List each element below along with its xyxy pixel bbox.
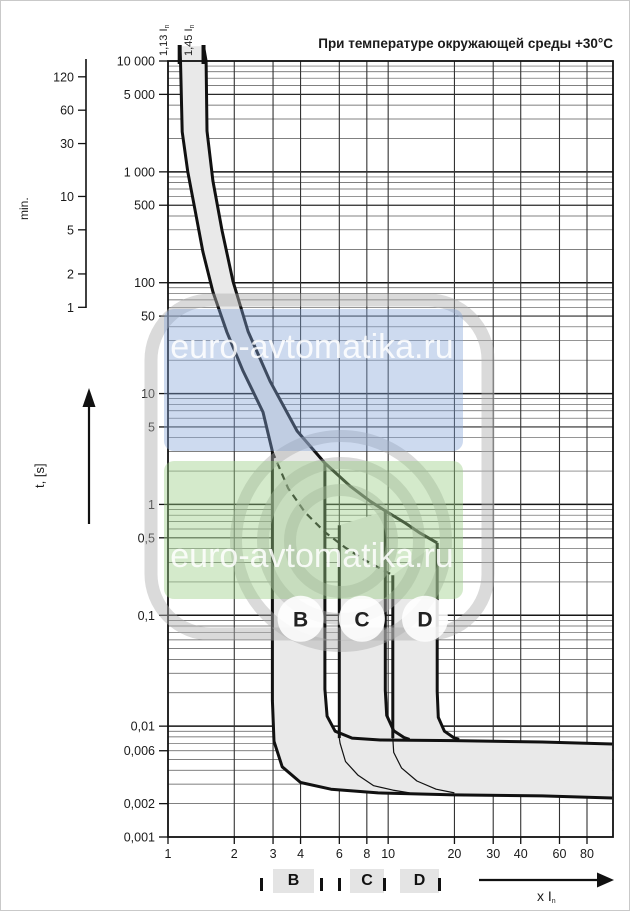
- svg-text:5 000: 5 000: [124, 88, 155, 102]
- svg-text:10: 10: [60, 190, 74, 204]
- threshold-1-45-text: 1,45 I: [183, 28, 195, 56]
- svg-text:1: 1: [67, 301, 74, 315]
- svg-text:30: 30: [60, 137, 74, 151]
- legend-bar: [338, 878, 341, 891]
- legend-item-C: C: [350, 869, 384, 893]
- svg-text:500: 500: [134, 199, 155, 213]
- svg-text:80: 80: [580, 847, 594, 861]
- svg-text:60: 60: [553, 847, 567, 861]
- svg-text:0,002: 0,002: [124, 797, 155, 811]
- threshold-1-45-sub: n: [189, 24, 196, 29]
- svg-text:0,01: 0,01: [131, 720, 155, 734]
- legend-bar: [438, 878, 441, 891]
- curve-label-C: C: [354, 608, 369, 631]
- svg-text:2: 2: [67, 267, 74, 281]
- threshold-1-13-text: 1,13 I: [158, 28, 170, 56]
- svg-text:60: 60: [60, 104, 74, 118]
- watermark: euro-avtomatika.ru euro-avtomatika.ru: [144, 293, 495, 652]
- svg-text:10: 10: [381, 847, 395, 861]
- svg-text:50: 50: [141, 310, 155, 324]
- svg-text:2: 2: [231, 847, 238, 861]
- svg-text:1: 1: [165, 847, 172, 861]
- svg-text:6: 6: [336, 847, 343, 861]
- svg-text:euro-avtomatika.ru: euro-avtomatika.ru: [170, 537, 453, 575]
- right-arrow-icon: [597, 872, 614, 888]
- chart-title: При температуре окружающей среды +30°C: [318, 36, 613, 51]
- svg-text:10 000: 10 000: [117, 55, 155, 69]
- svg-text:1 000: 1 000: [124, 165, 155, 179]
- x-axis-label-sub: n: [551, 898, 556, 905]
- svg-text:0,001: 0,001: [124, 831, 155, 845]
- up-arrow-icon: [82, 388, 96, 407]
- svg-text:30: 30: [486, 847, 500, 861]
- svg-text:10: 10: [141, 387, 155, 401]
- legend-item-B: B: [273, 869, 314, 893]
- threshold-mark: [201, 45, 206, 64]
- svg-text:120: 120: [53, 70, 74, 84]
- threshold-1-13-sub: n: [164, 24, 171, 29]
- svg-text:4: 4: [297, 847, 304, 861]
- legend-bar: [320, 878, 323, 891]
- svg-text:5: 5: [67, 223, 74, 237]
- y-axis-label-text: t, [s]: [32, 463, 47, 488]
- svg-text:3: 3: [270, 847, 277, 861]
- svg-text:0,5: 0,5: [138, 531, 155, 545]
- svg-text:5: 5: [148, 420, 155, 434]
- svg-text:euro-avtomatika.ru: euro-avtomatika.ru: [170, 328, 453, 366]
- svg-text:1: 1: [148, 498, 155, 512]
- svg-text:0,006: 0,006: [124, 744, 155, 758]
- legend-bar: [260, 878, 263, 891]
- svg-text:0,1: 0,1: [138, 609, 155, 623]
- threshold-mark: [177, 45, 182, 64]
- svg-text:8: 8: [363, 847, 370, 861]
- x-axis-label: x In: [537, 888, 556, 905]
- curve-label-B: B: [293, 608, 308, 631]
- minutes-axis-label: min.: [17, 197, 31, 220]
- legend-item-D: D: [400, 869, 439, 893]
- threshold-1-45-label: 1,45 In: [183, 25, 196, 56]
- svg-text:100: 100: [134, 276, 155, 290]
- y-axis-label: t, [s]: [32, 463, 47, 488]
- svg-text:40: 40: [514, 847, 528, 861]
- svg-text:20: 20: [447, 847, 461, 861]
- threshold-1-13-label: 1,13 In: [158, 25, 171, 56]
- curve-label-D: D: [417, 608, 432, 631]
- x-axis-label-text: x I: [537, 888, 552, 904]
- legend-bar: [383, 878, 386, 891]
